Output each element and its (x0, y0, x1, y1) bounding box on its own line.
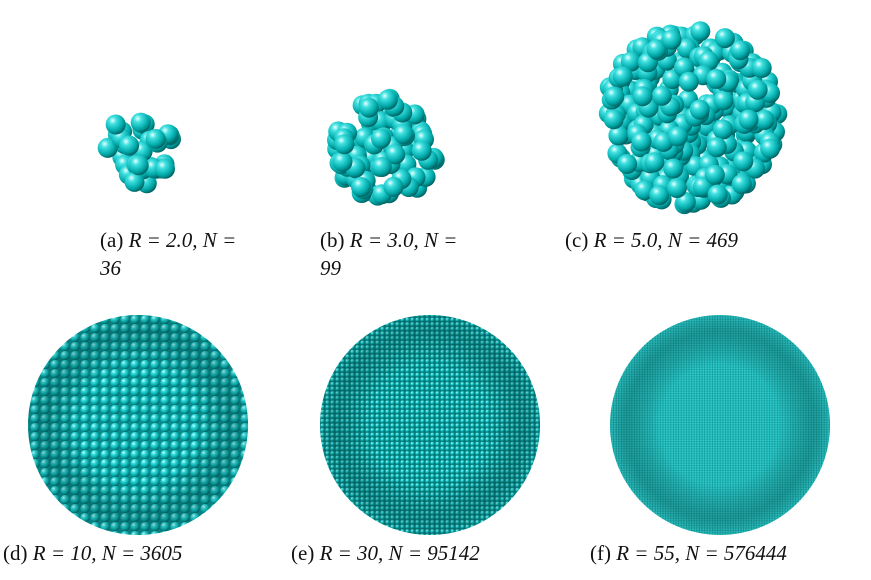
caption-label: (e) (291, 541, 314, 565)
sphere (119, 136, 139, 156)
figure: (a) R = 2.0, N = 36 (b) R = 3.0, N = 99 … (0, 0, 871, 580)
sphere (663, 159, 683, 179)
caption-label: (c) (565, 228, 588, 252)
sphere (739, 110, 759, 130)
sphere (733, 151, 753, 171)
sphere (662, 30, 682, 50)
sphere (748, 80, 768, 100)
sphere (333, 152, 353, 172)
sphere (652, 86, 672, 106)
sphere (359, 98, 379, 118)
sphere (334, 134, 354, 154)
sphere (715, 28, 735, 48)
sphere (706, 69, 726, 89)
sphere (155, 159, 175, 179)
caption-text: R = 5.0, N = 469 (594, 228, 738, 252)
sphere (713, 120, 733, 140)
sphere (378, 90, 398, 110)
sphere (617, 154, 637, 174)
sphere (604, 87, 624, 107)
sphere (649, 185, 669, 205)
sphere (604, 109, 624, 129)
figure-images (0, 0, 871, 580)
sphere (667, 178, 687, 198)
sphere (705, 165, 725, 185)
sphere (644, 152, 664, 172)
disk-d (28, 315, 248, 535)
sphere (383, 177, 403, 197)
sphere-clusters (98, 21, 788, 214)
sphere (632, 132, 652, 152)
caption-label: (f) (590, 541, 611, 565)
caption: (a) R = 2.0, N = 36 (100, 226, 250, 282)
sphere (668, 126, 688, 146)
sphere (732, 174, 752, 194)
sphere (131, 113, 151, 133)
sphere (351, 177, 371, 197)
sphere (714, 90, 734, 110)
caption-text: R = 55, N = 576444 (616, 541, 787, 565)
sphere (633, 86, 653, 106)
sphere (106, 115, 126, 135)
caption-text: R = 30, N = 95142 (320, 541, 480, 565)
sphere (690, 21, 710, 41)
caption: (c) R = 5.0, N = 469 (565, 226, 825, 254)
sphere (707, 137, 727, 157)
sphere (708, 185, 728, 205)
sphere (412, 141, 432, 161)
sphere (679, 72, 699, 92)
disk-f (610, 315, 830, 535)
sphere (613, 66, 633, 86)
sphere (125, 172, 145, 192)
caption-label: (d) (3, 541, 28, 565)
sphere (690, 100, 710, 120)
caption: (d) R = 10, N = 3605 (3, 539, 273, 567)
caption: (e) R = 30, N = 95142 (291, 539, 581, 567)
sphere (760, 139, 780, 159)
sphere (393, 124, 413, 144)
caption: (f) R = 55, N = 576444 (590, 539, 871, 567)
caption: (b) R = 3.0, N = 99 (320, 226, 470, 282)
disk-e (320, 315, 540, 535)
sphere (752, 58, 772, 78)
sphere (372, 157, 392, 177)
caption-text: R = 10, N = 3605 (33, 541, 183, 565)
sphere (371, 129, 391, 149)
caption-label: (a) (100, 228, 123, 252)
sphere (129, 155, 149, 175)
caption-label: (b) (320, 228, 345, 252)
sphere (146, 129, 166, 149)
